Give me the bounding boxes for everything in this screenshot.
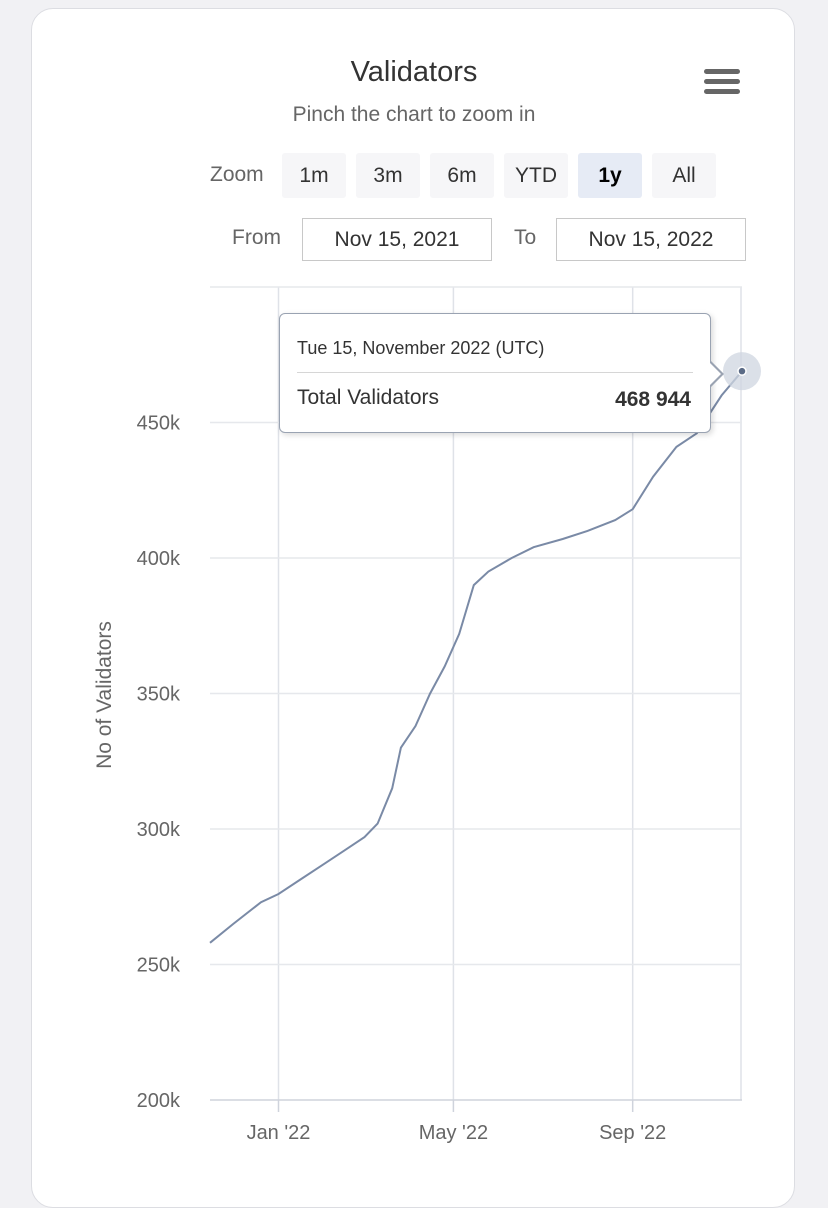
y-tick-label: 300k xyxy=(137,819,181,841)
series-line-total-validators xyxy=(209,370,743,944)
zoom-button-1y[interactable]: 1y xyxy=(578,153,642,198)
tooltip: Tue 15, November 2022 (UTC) Total Valida… xyxy=(279,313,724,433)
chart-plot[interactable]: 200k 250k 300k 350k 400k 450k Jan '22 May '22 S… xyxy=(0,0,828,1177)
chart-subtitle: Pinch the chart to zoom in xyxy=(292,103,536,126)
y-tick-label: 350k xyxy=(137,684,181,706)
tooltip-divider xyxy=(297,372,693,373)
y-tick-label: 400k xyxy=(137,548,181,570)
tooltip-series-label: Total Validators xyxy=(297,386,440,409)
x-tick-label: Jan '22 xyxy=(247,1122,311,1144)
range-to-input[interactable]: Nov 15, 2022 xyxy=(556,218,746,261)
range-to-label: To xyxy=(514,226,537,249)
y-axis-label: No of Validators xyxy=(93,621,116,769)
y-tick-label: 250k xyxy=(137,955,181,977)
y-tick-label: 200k xyxy=(137,1090,181,1112)
range-from-input[interactable]: Nov 15, 2021 xyxy=(302,218,492,261)
chart-card xyxy=(31,8,795,1208)
hamburger-menu-icon[interactable] xyxy=(704,69,740,99)
zoom-button-all[interactable]: All xyxy=(652,153,716,198)
y-tick-label: 450k xyxy=(137,413,181,435)
tooltip-value: 468 944 xyxy=(615,388,691,411)
zoom-button-6m[interactable]: 6m xyxy=(430,153,494,198)
zoom-button-1m[interactable]: 1m xyxy=(282,153,346,198)
chart-title: Validators xyxy=(350,56,478,88)
x-tick-label: May '22 xyxy=(419,1122,488,1144)
zoom-button-ytd[interactable]: YTD xyxy=(504,153,568,198)
hover-marker-point[interactable] xyxy=(737,366,747,376)
zoom-button-3m[interactable]: 3m xyxy=(356,153,420,198)
tooltip-date: Tue 15, November 2022 (UTC) xyxy=(297,338,545,358)
x-tick-label: Sep '22 xyxy=(599,1122,666,1144)
range-from-label: From xyxy=(232,226,281,249)
zoom-label: Zoom xyxy=(210,163,264,186)
